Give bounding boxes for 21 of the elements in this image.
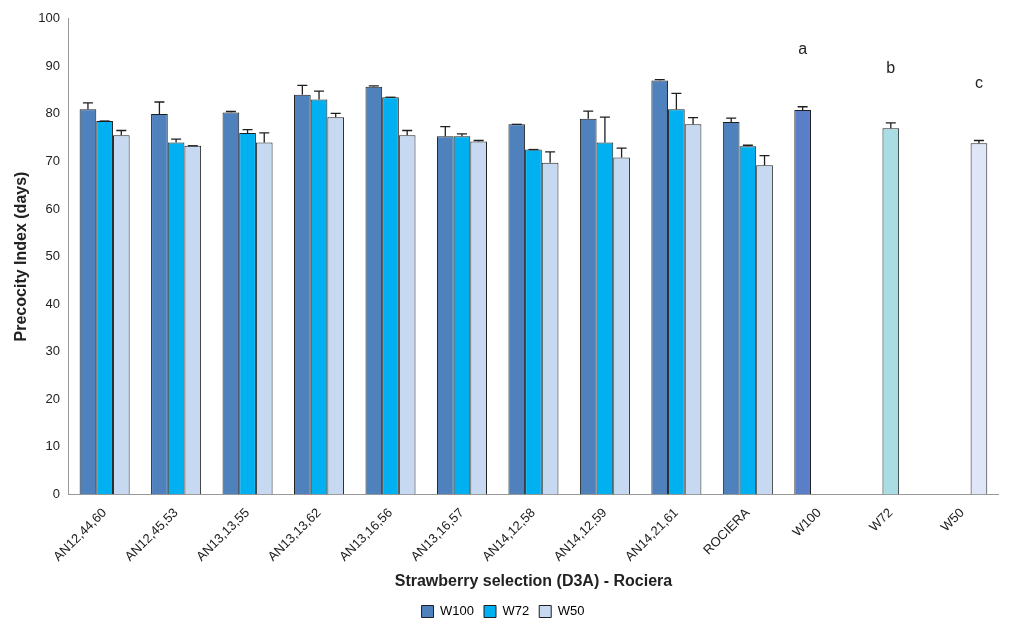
y-tick-label: 60 xyxy=(45,200,60,216)
y-tick-label: 30 xyxy=(45,343,60,359)
y-tick-label: 70 xyxy=(45,153,60,168)
annotation: a xyxy=(798,40,808,58)
x-tick-label: W50 xyxy=(937,504,967,535)
y-tick-label: 20 xyxy=(45,390,60,406)
y-tick-label: 100 xyxy=(38,10,60,26)
y-tick-label: 40 xyxy=(45,295,60,311)
x-tick-label: W72 xyxy=(865,504,896,535)
x-axis-title: Strawberry selection (D3A) - Rociera xyxy=(394,571,673,589)
legend-label: W100 xyxy=(440,603,475,619)
legend-label: W50 xyxy=(557,603,585,619)
y-tick-label: 80 xyxy=(45,105,60,121)
y-tick-label: 10 xyxy=(45,438,60,454)
y-tick-label: 0 xyxy=(52,485,60,501)
y-tick-label: 90 xyxy=(45,57,60,73)
annotation: c xyxy=(974,73,983,91)
y-axis-title: Precocity Index (days) xyxy=(12,171,30,342)
legend-label: W72 xyxy=(502,603,530,619)
annotation: b xyxy=(886,58,896,76)
y-tick-label: 50 xyxy=(45,248,60,264)
